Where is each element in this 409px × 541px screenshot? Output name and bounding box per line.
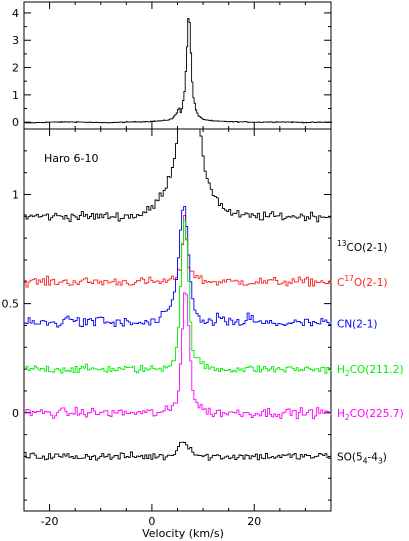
spectrum-c17o-2-1-label: C17O(2-1)	[337, 274, 388, 289]
spectrum-so-5-4-4-3-line	[24, 441, 332, 461]
spectrum-h2co-225-7-label: H2CO(225.7)	[337, 408, 404, 422]
spectrum-cn-2-1-line	[24, 206, 332, 328]
spectrum-so-5-4-4-3-label: SO(54-43)	[337, 451, 387, 465]
spectrum-h2co-225-7-line	[24, 292, 332, 420]
spectrum-cn-2-1-label: CN(2-1)	[337, 318, 378, 330]
spectrum-13co-2-1-label: 13CO(2-1)	[337, 239, 388, 254]
top-y-tick-label: 3	[12, 34, 19, 47]
spectrum-h2co-211-2-line	[24, 220, 332, 374]
top-y-tick-label: 0	[12, 116, 19, 129]
bottom-y-tick-label: 0	[12, 407, 19, 420]
bottom-panel: 0 0.5 1 -20 0 20 13CO(2-1) C17O(2-1) CN(2-1) H2CO…	[2, 128, 404, 528]
top-y-tick-label: 2	[12, 62, 19, 75]
top-spectrum-line	[24, 18, 333, 124]
x-tick-label: 20	[247, 515, 261, 528]
x-tick-label: 0	[148, 515, 155, 528]
x-axis-title: Velocity (km/s)	[142, 527, 224, 540]
x-tick-label: -20	[41, 515, 59, 528]
panel-title: Haro 6-10	[44, 152, 98, 165]
bottom-y-tick-label: 0.5	[2, 298, 20, 311]
top-y-tick-label: 1	[12, 89, 19, 102]
spectrum-13co-2-1-line	[24, 128, 332, 223]
top-y-tick-label: 4	[12, 7, 19, 20]
bottom-y-tick-label: 1	[12, 188, 19, 201]
spectrum-h2co-211-2-label: H2CO(211.2)	[337, 364, 404, 378]
